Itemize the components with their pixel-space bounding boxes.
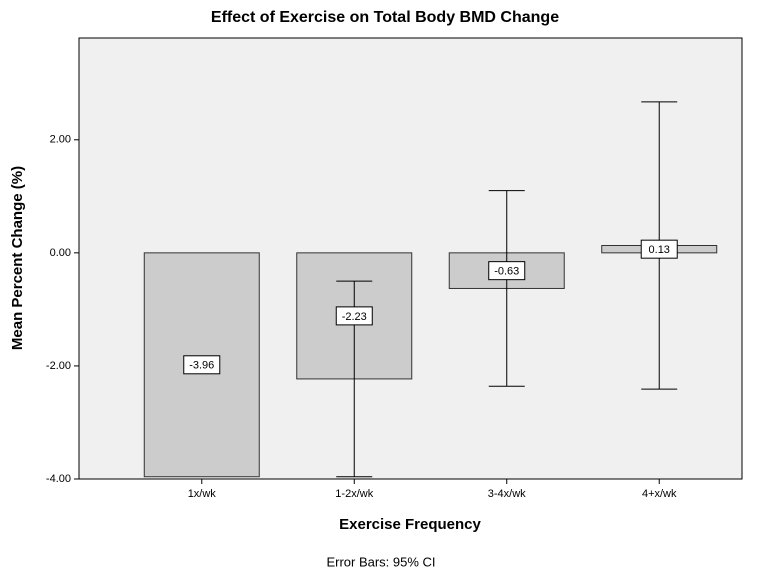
y-tick-label: 0.00 xyxy=(50,247,71,259)
y-tick-label: -4.00 xyxy=(46,473,71,485)
chart-title: Effect of Exercise on Total Body BMD Cha… xyxy=(211,9,559,26)
data-label: -3.96 xyxy=(189,360,214,372)
y-tick-label: -2.00 xyxy=(46,360,71,372)
data-label: 0.13 xyxy=(649,244,670,256)
data-label: -0.63 xyxy=(494,266,519,278)
data-label-box xyxy=(488,261,526,281)
x-tick-label: 1-2x/wk xyxy=(335,488,373,500)
x-axis-title: Exercise Frequency xyxy=(339,516,481,533)
data-label-box xyxy=(335,306,373,326)
footnote: Error Bars: 95% CI xyxy=(326,554,435,569)
x-tick-label: 4+x/wk xyxy=(642,488,677,500)
y-axis-title: Mean Percent Change (%) xyxy=(9,166,26,350)
data-label: -2.23 xyxy=(342,311,367,323)
y-tick-label: 2.00 xyxy=(50,134,71,146)
data-label-box xyxy=(640,239,678,259)
x-tick-label: 3-4x/wk xyxy=(488,488,526,500)
x-tick-label: 1x/wk xyxy=(188,488,217,500)
data-label-box xyxy=(183,355,221,375)
